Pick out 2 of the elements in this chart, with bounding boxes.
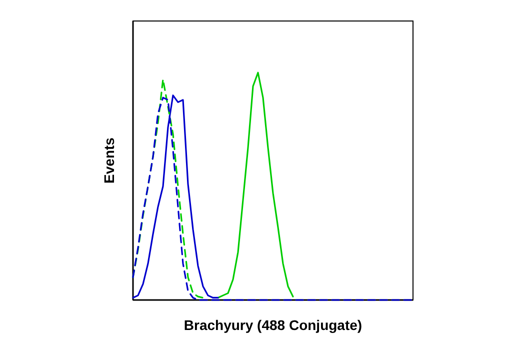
x-axis-title: Brachyury (488 Conjugate)	[184, 317, 362, 333]
y-axis-title: Events	[101, 137, 117, 184]
